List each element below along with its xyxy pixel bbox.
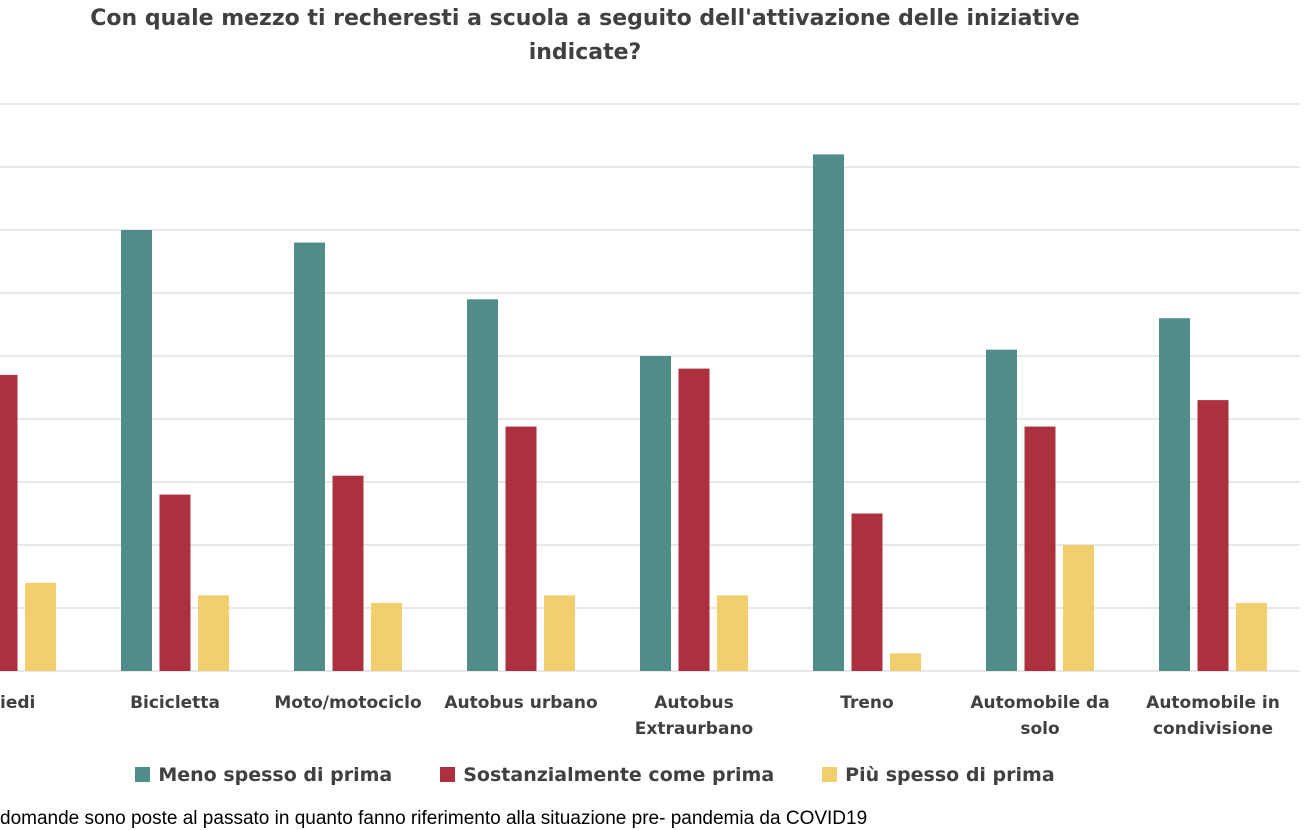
bar — [813, 154, 844, 671]
bar — [198, 595, 229, 671]
bar — [717, 595, 748, 671]
bar — [1063, 545, 1094, 671]
bar — [1159, 318, 1190, 671]
bar — [0, 374, 18, 671]
x-tick-label: Autobus urbano — [444, 693, 598, 713]
x-tick-label: Autobus Extraurbano — [634, 693, 754, 739]
legend-swatch — [440, 767, 456, 782]
legend: Meno spesso di prima Sostanzialmente come… — [0, 764, 1190, 786]
bar — [159, 494, 191, 671]
bar — [890, 653, 921, 671]
x-tick-label: Automobile in condivisione — [1146, 693, 1280, 739]
bar — [505, 426, 537, 671]
note: domande sono poste al passato in quanto … — [0, 808, 868, 829]
legend-item: Meno spesso di prima — [135, 764, 392, 786]
bar — [1236, 602, 1267, 671]
x-tick-label: Automobile da solo — [970, 693, 1110, 739]
x-tick-label: Treno — [840, 693, 894, 713]
bar — [544, 595, 575, 671]
bar — [371, 602, 402, 671]
bar — [467, 299, 498, 671]
bar — [25, 582, 56, 671]
bar — [851, 513, 883, 671]
x-tick-label: iedi — [0, 693, 36, 713]
legend-swatch — [822, 767, 838, 782]
legend-item: Sostanzialmente come prima — [440, 764, 774, 786]
bar — [986, 349, 1017, 671]
legend-label: Meno spesso di prima — [158, 764, 393, 786]
x-tick-label: Bicicletta — [130, 693, 220, 713]
legend-label: Sostanzialmente come prima — [463, 764, 775, 786]
legend-label: Più spesso di prima — [845, 764, 1055, 786]
bar — [1024, 426, 1056, 671]
legend-swatch — [135, 767, 151, 782]
bar — [121, 230, 152, 671]
bar — [640, 356, 671, 671]
chart-title: Con quale mezzo ti recheresti a scuola a… — [90, 6, 1080, 65]
bar — [1197, 400, 1229, 671]
x-tick-label: Moto/motociclo — [274, 693, 422, 713]
bar — [332, 475, 364, 671]
bar — [678, 368, 710, 671]
legend-item: Più spesso di prima — [822, 764, 1055, 786]
bar — [294, 242, 325, 671]
